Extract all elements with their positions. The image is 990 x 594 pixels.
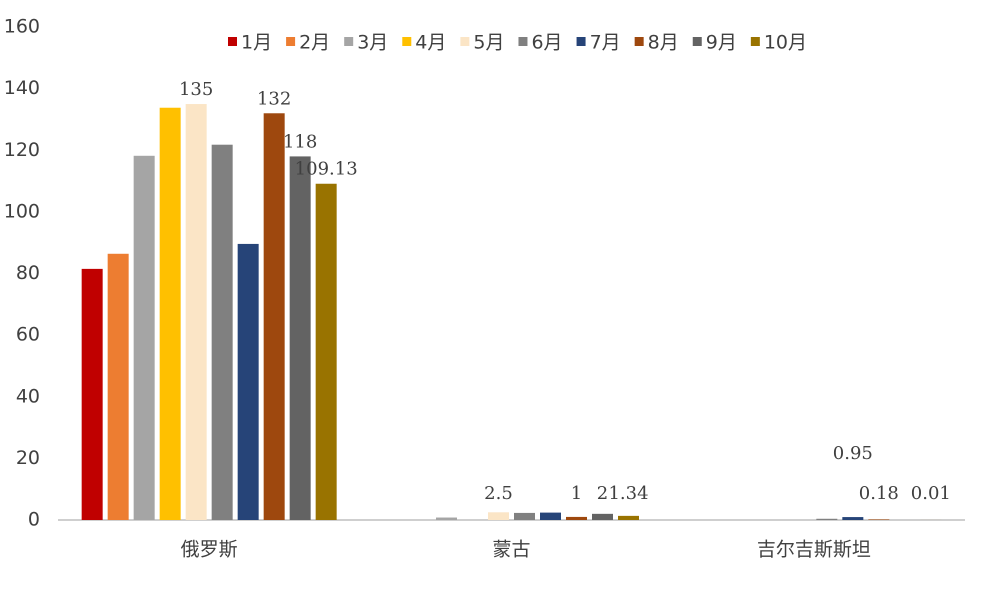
- x-tick-label: 吉尔吉斯斯坦: [757, 539, 871, 561]
- legend-swatch: [692, 37, 702, 46]
- bar: [133, 155, 155, 520]
- legend-label: 6月: [531, 32, 562, 54]
- bar: [107, 253, 129, 520]
- bar: [289, 156, 311, 520]
- y-tick-label: 140: [4, 77, 40, 99]
- legend-label: 5月: [473, 32, 504, 54]
- data-label: 135: [179, 79, 213, 100]
- bar: [842, 517, 864, 520]
- data-label: 109.13: [295, 159, 358, 180]
- y-tick-label: 100: [4, 200, 40, 222]
- bar: [816, 518, 838, 520]
- legend-label: 2月: [299, 32, 330, 54]
- y-tick-label: 0: [28, 509, 40, 531]
- legend-label: 3月: [357, 32, 388, 54]
- bar: [540, 512, 561, 520]
- legend-swatch: [286, 37, 296, 46]
- x-tick-label: 蒙古: [492, 539, 530, 561]
- bar: [566, 516, 587, 520]
- legend-label: 10月: [764, 32, 807, 54]
- legend-swatch: [460, 37, 470, 46]
- bar: [211, 144, 233, 521]
- legend-label: 8月: [648, 32, 679, 54]
- bar: [488, 512, 509, 520]
- legend-swatch: [576, 37, 586, 46]
- bar: [237, 243, 259, 521]
- legend-swatch: [344, 37, 354, 46]
- bar: [81, 268, 103, 520]
- legend-swatch: [750, 37, 760, 46]
- data-label: 2.5: [484, 483, 513, 504]
- legend-swatch: [402, 37, 412, 46]
- data-label: 118: [283, 131, 317, 152]
- legend-swatch: [228, 37, 237, 46]
- bar: [315, 183, 337, 520]
- bar: [263, 113, 285, 521]
- y-tick-label: 120: [4, 139, 40, 161]
- legend-label: 9月: [706, 32, 737, 54]
- y-tick-label: 80: [16, 262, 40, 284]
- x-tick-label: 俄罗斯: [181, 539, 238, 561]
- data-label: 1.34: [608, 483, 648, 504]
- legend-label: 7月: [590, 32, 621, 54]
- legend-swatch: [518, 37, 528, 46]
- data-label: 1: [571, 483, 582, 504]
- bar: [868, 519, 890, 520]
- data-label: 132: [257, 88, 291, 109]
- y-tick-label: 160: [4, 16, 40, 38]
- y-tick-label: 60: [16, 324, 40, 346]
- legend-label: 1月: [241, 32, 272, 54]
- y-tick-label: 20: [16, 447, 40, 469]
- data-label: 0.01: [911, 483, 951, 504]
- bar: [592, 513, 613, 520]
- bar: [514, 512, 535, 520]
- legend-label: 4月: [415, 32, 446, 54]
- bar: [618, 515, 639, 520]
- bar: [159, 107, 181, 520]
- legend-swatch: [634, 37, 644, 46]
- bar: [185, 104, 207, 520]
- data-label: 0.18: [859, 483, 899, 504]
- data-label: 2: [597, 483, 608, 504]
- y-tick-label: 40: [16, 385, 40, 407]
- bar: [436, 517, 457, 520]
- data-label: 0.95: [833, 443, 873, 464]
